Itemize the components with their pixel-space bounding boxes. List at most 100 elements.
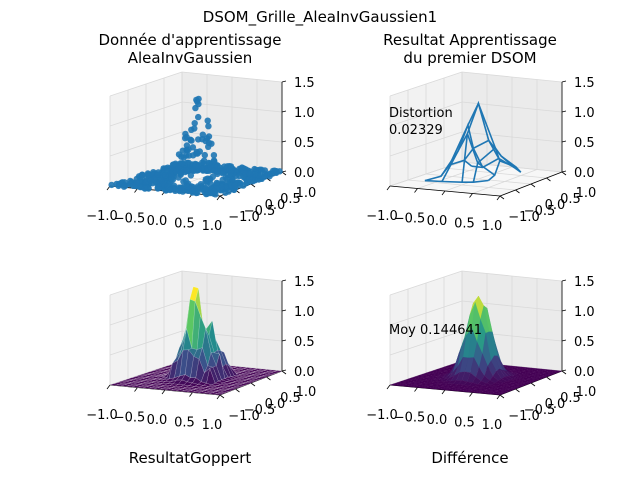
surface-facet (494, 393, 504, 396)
scatter-point (193, 150, 200, 157)
y-tick-label: 0.0 (265, 198, 286, 213)
grid-line (389, 330, 463, 356)
scatter-point (139, 171, 146, 179)
scatter-point (178, 153, 185, 160)
subplot-2: −1.0−0.5 0.0 0.5 1.0−1.0−0.50.00.51.00.00.5… (366, 31, 596, 234)
y-tick-label: 1.0 (296, 186, 317, 201)
x-tick (496, 195, 501, 201)
scatter-point (178, 160, 186, 167)
scatter-point (172, 168, 180, 175)
grid-line (181, 270, 283, 282)
subplot-title: AleaInvGaussien (128, 49, 253, 67)
x-tick-label: 0.0 (427, 413, 448, 428)
x-tick (216, 394, 221, 400)
x-tick-label: −0.5 (114, 411, 146, 426)
x-tick-label: 0.5 (454, 217, 475, 232)
y-tick-label: 1.0 (576, 385, 597, 400)
y-tick-label: 1.0 (296, 385, 317, 400)
scatter-point (228, 167, 235, 175)
scatter-point (246, 170, 254, 178)
scatter-point (195, 113, 202, 121)
z-tick-label: 1.5 (574, 275, 595, 290)
scatter-point (158, 176, 165, 184)
z-tick-label: 0.0 (574, 166, 595, 181)
scatter-point (154, 171, 161, 178)
z-tick (561, 279, 567, 282)
y-tick (250, 382, 256, 387)
z-tick-label: 0.5 (294, 335, 315, 350)
grid-line (389, 131, 463, 157)
subplot-title: ResultatGoppert (129, 449, 252, 467)
scatter-point (147, 177, 155, 184)
scatter-point (192, 162, 199, 169)
subplot-3: −1.0−0.5 0.0 0.5 1.0−1.0−0.50.00.51.00.00.5… (86, 270, 317, 467)
y-tick-label: −0.5 (524, 403, 556, 418)
scatter-point (184, 183, 192, 191)
z-tick (281, 140, 287, 143)
scatter-point (213, 179, 220, 187)
scatter-point (194, 98, 201, 105)
grid-line (461, 71, 563, 83)
scatter-point (188, 137, 195, 144)
scatter-point (231, 182, 238, 189)
y-tick (219, 394, 225, 399)
wire-line (471, 157, 522, 173)
y-tick (281, 370, 287, 375)
scatter-point (225, 188, 232, 195)
z-tick-label: 1.5 (294, 76, 315, 91)
y-tick (281, 171, 287, 176)
grid-line (109, 330, 183, 356)
scatter-point (120, 183, 128, 190)
z-tick-label: 1.0 (574, 305, 595, 320)
scatter-point (180, 178, 187, 185)
scatter-point (269, 167, 277, 175)
scatter-point (189, 187, 196, 195)
y-tick-label: 0.0 (545, 198, 566, 213)
scatter-point (210, 152, 218, 159)
y-tick-label: −0.5 (244, 204, 276, 219)
grid-line (461, 270, 563, 282)
x-tick-label: −0.5 (394, 411, 426, 426)
scatter-point (207, 180, 214, 187)
scatter-point (219, 176, 226, 183)
scatter-point (209, 173, 216, 180)
z-tick-label: 1.5 (294, 275, 315, 290)
scatter-point (246, 175, 253, 183)
scatter-point (236, 172, 243, 180)
scatter-point (130, 182, 137, 189)
scatter-point (178, 168, 185, 176)
scatter-point (210, 187, 218, 195)
scatter-point (183, 167, 190, 174)
x-tick-label: −0.5 (394, 212, 426, 227)
y-tick (219, 195, 225, 200)
scatter-point (204, 117, 211, 124)
x-tick (161, 389, 166, 395)
y-tick (515, 388, 520, 393)
x-tick (469, 193, 473, 198)
x-tick (414, 188, 418, 193)
x-tick (216, 195, 221, 201)
y-tick (546, 376, 551, 381)
grid-line (109, 300, 183, 326)
scatter-point (199, 159, 206, 166)
x-tick-label: −1.0 (86, 408, 118, 423)
y-tick (546, 177, 551, 182)
y-tick-label: −1.0 (508, 210, 540, 225)
scatter-point (175, 174, 182, 181)
y-tick-label: 0.5 (280, 391, 301, 406)
grid-line (389, 300, 463, 326)
x-tick-label: 0.0 (147, 214, 168, 229)
x-tick-label: 1.0 (202, 418, 223, 433)
z-tick (561, 309, 567, 312)
z-tick (281, 110, 287, 113)
subplot-title: Resultat Apprentissage (383, 31, 557, 49)
z-tick-label: 0.0 (294, 166, 315, 181)
scatter-point (261, 173, 268, 180)
scatter-point (185, 146, 192, 153)
scatter-point (191, 125, 198, 132)
scatter-point (211, 158, 218, 165)
x-tick-label: −0.5 (114, 212, 146, 227)
x-tick-label: 0.0 (427, 214, 448, 229)
x-tick (469, 392, 473, 397)
scatter-point (218, 168, 226, 175)
